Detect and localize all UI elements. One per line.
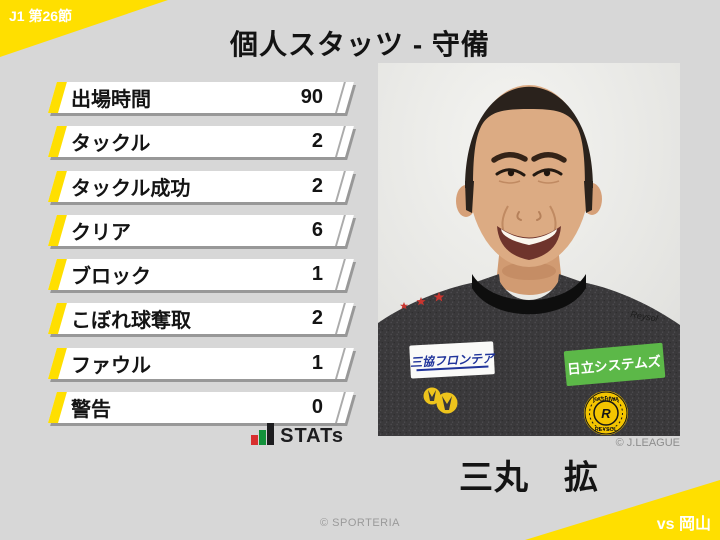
sponsor-text-left: 三協フロンテア (410, 351, 497, 369)
right-eyebrow (531, 152, 567, 163)
left-eyebrow (491, 152, 528, 163)
star-icon (433, 292, 445, 302)
left-sideburn (465, 181, 474, 213)
chin-shadow (502, 262, 556, 280)
stats-list: 出場時間 90 タックル 2 タックル成功 2 クリア 6 ブロック (48, 82, 354, 424)
stats-logo: STATs (48, 423, 344, 447)
stat-value: 2 (311, 307, 323, 330)
stat-value: 2 (311, 174, 323, 197)
stat-value: 1 (311, 263, 323, 286)
right-eyelid (532, 168, 563, 177)
crest-bottom-text: REYSOL (595, 427, 618, 433)
left-eyelid (495, 168, 526, 177)
stat-row-fouls: ファウル 1 (48, 347, 354, 379)
stat-value: 90 (300, 86, 323, 108)
stat-label: クリア (71, 221, 131, 244)
club-crest: KASHIWA R REYSOL (584, 391, 628, 435)
stat-row-tackles-won: タックル成功 2 (48, 170, 354, 202)
player-name: 三丸 拡 (459, 459, 599, 497)
shoulder-script: Reysol (630, 309, 660, 324)
stat-row-blocks: ブロック 1 (48, 259, 354, 291)
photo-credit: © J.LEAGUE (615, 437, 680, 449)
crest-top-text: KASHIWA (593, 397, 619, 403)
player-portrait: Reysol 三協フロンテア 日立システムズ (378, 63, 680, 436)
left-smile-line (498, 180, 521, 184)
stat-row-tackles: タックル 2 (48, 126, 354, 158)
teeth (501, 229, 557, 245)
stat-value: 6 (311, 218, 323, 241)
right-sideburn (584, 181, 593, 213)
stat-row-yellow-cards: 警告 0 (48, 392, 354, 424)
stat-label: 警告 (71, 399, 111, 422)
stat-label: ブロック (71, 266, 151, 289)
stat-value: 1 (311, 351, 323, 374)
bar-chart-icon (251, 423, 275, 447)
left-nostril (516, 211, 522, 221)
stat-label: タックル成功 (71, 177, 191, 200)
crest-letter: R (601, 406, 611, 421)
stat-row-clearances: クリア 6 (48, 214, 354, 246)
right-smile-line (537, 180, 560, 184)
stat-value: 0 (311, 396, 323, 419)
stat-label: こぼれ球奪取 (71, 310, 191, 333)
stat-label: タックル (71, 133, 151, 156)
opponent-label: vs 岡山 (656, 516, 711, 533)
star-icon (400, 302, 408, 310)
page-title: 個人スタッツ - 守備 (230, 29, 490, 60)
brand-logo (423, 387, 458, 414)
player-photo: Reysol 三協フロンテア 日立システムズ (378, 63, 680, 436)
stats-logo-text: STATs (280, 425, 344, 447)
hair (465, 86, 593, 188)
stat-row-minutes: 出場時間 90 (48, 82, 354, 113)
site-credit: © SPORTERIA (319, 517, 401, 529)
stat-row-loose-ball-recoveries: こぼれ球奪取 2 (48, 303, 354, 335)
right-nostril (536, 211, 542, 221)
star-icon (416, 297, 426, 306)
collar (472, 274, 586, 315)
stat-value: 2 (311, 130, 323, 153)
stat-label: ファウル (71, 354, 151, 377)
round-badge: J1 第26節 (9, 8, 73, 24)
stat-label: 出場時間 (71, 89, 151, 111)
sponsor-patch-green (563, 342, 666, 387)
face (468, 85, 590, 267)
